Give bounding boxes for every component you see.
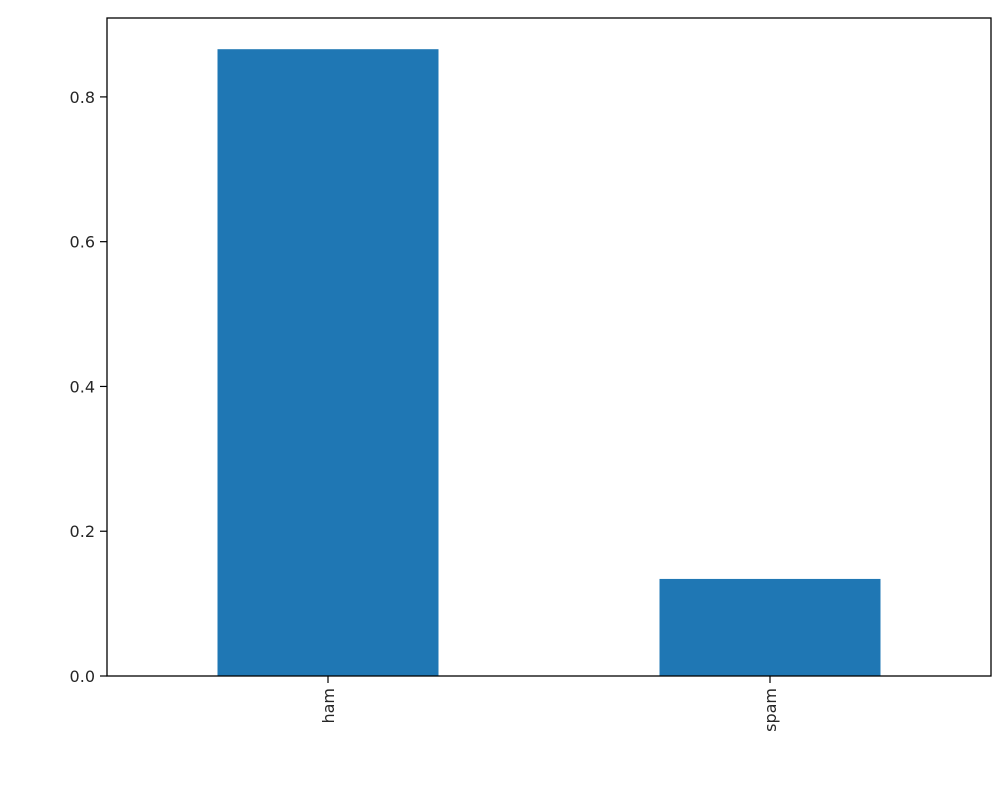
x-tick-label: spam [761,688,780,732]
bar-spam [659,578,881,676]
y-axis: 0.0 0.2 0.4 0.6 0.8 [70,88,107,686]
bar-ham [217,49,439,676]
x-axis: ham spam [319,676,780,732]
bars [217,49,881,676]
x-tick-label: ham [319,688,338,724]
y-tick-label: 0.4 [70,377,95,396]
axes-frame [106,17,992,677]
y-tick-label: 0.8 [70,88,95,107]
y-tick-label: 0.0 [70,667,95,686]
y-tick-label: 0.6 [70,233,95,252]
y-tick-label: 0.2 [70,522,95,541]
